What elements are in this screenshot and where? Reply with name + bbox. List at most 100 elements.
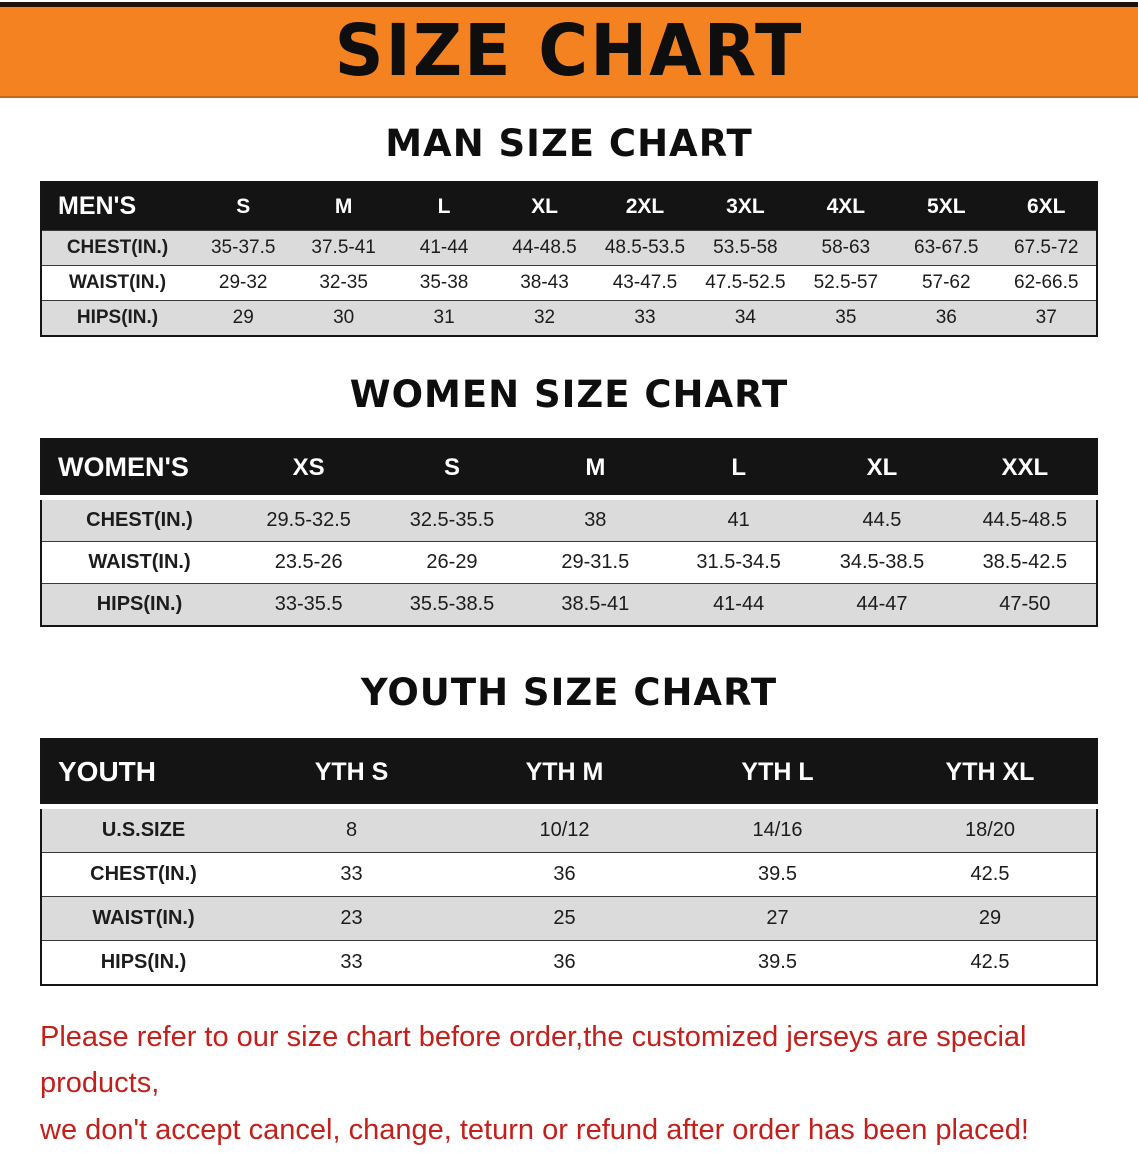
table-row: HIPS(IN.) 33 36 39.5 42.5 (41, 940, 1097, 986)
value-cell: 33 (245, 940, 458, 986)
value-cell: 67.5-72 (996, 230, 1097, 266)
row-label-cell: WAIST(IN.) (41, 541, 237, 584)
disclaimer-line-2: we don't accept cancel, change, teturn o… (40, 1113, 1029, 1146)
size-column-header: 5XL (896, 181, 997, 231)
table-row: CHEST(IN.) 35-37.5 37.5-41 41-44 44-48.5 48.5… (41, 230, 1097, 266)
banner: SIZE CHART (0, 2, 1138, 98)
size-column-header: 4XL (795, 181, 897, 231)
value-cell: 23 (245, 896, 458, 941)
value-cell: 37 (996, 300, 1097, 337)
header-row: YOUTH YTH S YTH M YTH L YTH XL (41, 738, 1097, 809)
size-column-header: XXL (953, 438, 1097, 500)
size-column-header: 3XL (695, 181, 796, 231)
size-column-header: S (380, 438, 524, 500)
youth-size-section: YOUTH SIZE CHART YOUTH YTH S YTH M YTH L YTH … (0, 671, 1138, 986)
size-column-header: M (293, 181, 394, 231)
value-cell: 57-62 (896, 265, 997, 301)
men-size-section: MAN SIZE CHART MEN'S S M L XL 2XL 3XL 4XL 5XL 6XL C… (0, 122, 1138, 337)
value-cell: 41-44 (666, 583, 811, 627)
value-cell: 35 (795, 300, 897, 337)
value-cell: 29-31.5 (523, 541, 667, 584)
value-cell: 8 (245, 806, 458, 853)
size-column-header: YTH L (671, 738, 884, 809)
value-cell: 29 (193, 300, 294, 337)
value-cell: 44.5 (810, 497, 954, 542)
value-cell: 36 (458, 940, 671, 986)
value-cell: 44.5-48.5 (953, 497, 1097, 542)
value-cell: 35.5-38.5 (380, 583, 524, 627)
table-row: U.S.SIZE 8 10/12 14/16 18/20 (41, 806, 1097, 853)
value-cell: 39.5 (671, 940, 884, 986)
women-size-heading: WOMEN SIZE CHART (349, 373, 789, 416)
value-cell: 34.5-38.5 (810, 541, 954, 584)
value-cell: 32 (494, 300, 595, 337)
row-label-cell: CHEST(IN.) (41, 230, 193, 266)
table-row: HIPS(IN.) 33-35.5 35.5-38.5 38.5-41 41-44 44-… (41, 583, 1097, 627)
value-cell: 38.5-42.5 (953, 541, 1097, 584)
youth-size-heading: YOUTH SIZE CHART (360, 671, 778, 714)
row-label-cell: CHEST(IN.) (41, 497, 237, 542)
row-label-cell: HIPS(IN.) (41, 300, 193, 337)
value-cell: 33-35.5 (237, 583, 381, 627)
row-label-cell: HIPS(IN.) (41, 583, 237, 627)
value-cell: 33 (245, 852, 458, 897)
table-row: CHEST(IN.) 33 36 39.5 42.5 (41, 852, 1097, 897)
value-cell: 62-66.5 (996, 265, 1097, 301)
value-cell: 39.5 (671, 852, 884, 897)
size-column-header: L (666, 438, 811, 500)
size-column-header: 6XL (996, 181, 1097, 231)
size-column-header: YTH S (245, 738, 458, 809)
page-title: SIZE CHART (334, 10, 804, 93)
header-row: MEN'S S M L XL 2XL 3XL 4XL 5XL 6XL (41, 181, 1097, 231)
table-title-cell: YOUTH (41, 738, 245, 809)
youth-size-table: YOUTH YTH S YTH M YTH L YTH XL U.S.SIZE 8 10/12… (40, 738, 1098, 986)
disclaimer-line-1: Please refer to our size chart before or… (40, 1021, 1027, 1100)
value-cell: 48.5-53.5 (594, 230, 696, 266)
value-cell: 34 (695, 300, 796, 337)
value-cell: 10/12 (458, 806, 671, 853)
table-title-cell: WOMEN'S (41, 438, 237, 500)
table-row: WAIST(IN.) 23 25 27 29 (41, 896, 1097, 941)
women-size-section: WOMEN SIZE CHART WOMEN'S XS S M L XL XXL CHEST(I… (0, 373, 1138, 627)
charts-container: MAN SIZE CHART MEN'S S M L XL 2XL 3XL 4XL 5XL 6XL C… (0, 122, 1138, 986)
value-cell: 38 (523, 497, 667, 542)
value-cell: 47-50 (953, 583, 1097, 627)
value-cell: 42.5 (884, 852, 1097, 897)
table-row: HIPS(IN.) 29 30 31 32 33 34 35 36 37 (41, 300, 1097, 337)
value-cell: 37.5-41 (293, 230, 394, 266)
value-cell: 26-29 (380, 541, 524, 584)
value-cell: 38.5-41 (523, 583, 667, 627)
value-cell: 63-67.5 (896, 230, 997, 266)
value-cell: 35-37.5 (193, 230, 294, 266)
value-cell: 53.5-58 (695, 230, 796, 266)
row-label-cell: WAIST(IN.) (41, 265, 193, 301)
value-cell: 58-63 (795, 230, 897, 266)
size-column-header: XL (494, 181, 595, 231)
value-cell: 14/16 (671, 806, 884, 853)
row-label-cell: HIPS(IN.) (41, 940, 245, 986)
value-cell: 43-47.5 (594, 265, 696, 301)
value-cell: 23.5-26 (237, 541, 381, 584)
size-column-header: YTH XL (884, 738, 1097, 809)
disclaimer: Please refer to our size chart before or… (40, 1014, 1108, 1153)
value-cell: 25 (458, 896, 671, 941)
value-cell: 47.5-52.5 (695, 265, 796, 301)
men-size-heading: MAN SIZE CHART (385, 122, 753, 165)
value-cell: 36 (458, 852, 671, 897)
size-column-header: YTH M (458, 738, 671, 809)
value-cell: 41 (666, 497, 811, 542)
table-row: WAIST(IN.) 23.5-26 26-29 29-31.5 31.5-34.5 34… (41, 541, 1097, 584)
value-cell: 44-47 (810, 583, 954, 627)
row-label-cell: CHEST(IN.) (41, 852, 245, 897)
value-cell: 31.5-34.5 (666, 541, 811, 584)
size-column-header: L (393, 181, 495, 231)
size-column-header: S (193, 181, 294, 231)
value-cell: 29-32 (193, 265, 294, 301)
size-column-header: XL (810, 438, 954, 500)
value-cell: 42.5 (884, 940, 1097, 986)
value-cell: 36 (896, 300, 997, 337)
size-column-header: XS (237, 438, 381, 500)
women-size-table: WOMEN'S XS S M L XL XXL CHEST(IN.) 29.5-32.5 32.5… (40, 438, 1098, 627)
value-cell: 18/20 (884, 806, 1097, 853)
